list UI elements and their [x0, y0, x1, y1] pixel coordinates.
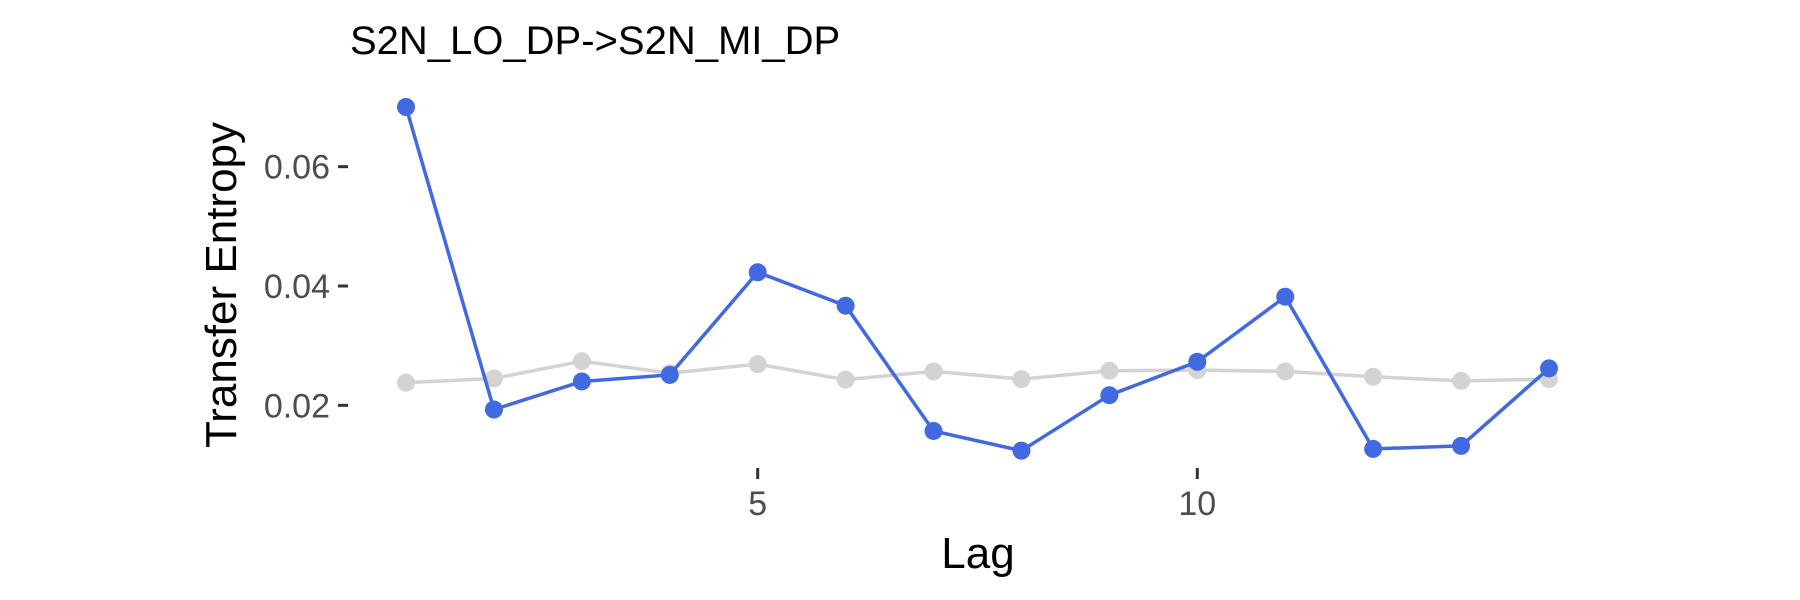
data-point	[1452, 371, 1471, 390]
data-point	[397, 98, 415, 116]
data-point	[572, 352, 591, 371]
y-tick-label: 0.02	[264, 387, 330, 425]
data-point	[748, 355, 767, 374]
data-point	[836, 370, 855, 389]
data-point	[748, 263, 767, 282]
data-point	[1012, 370, 1031, 389]
series-1	[397, 98, 1558, 460]
data-point	[1188, 352, 1207, 371]
y-axis: 0.02 0.04 0.06	[264, 149, 348, 425]
data-point	[1100, 361, 1119, 380]
series-line	[405, 359, 1550, 385]
x-axis: 5 10	[748, 468, 1216, 523]
data-point	[1364, 439, 1383, 458]
y-tick-label: 0.06	[264, 149, 330, 187]
data-point	[1452, 436, 1471, 455]
data-point	[924, 362, 943, 381]
data-point	[484, 400, 503, 419]
y-tick-label: 0.04	[264, 268, 330, 306]
data-point	[1276, 362, 1295, 381]
y-axis-title: Transfer Entropy	[197, 122, 246, 448]
data-point	[924, 421, 943, 440]
data-point	[1100, 386, 1119, 405]
x-axis-title: Lag	[941, 529, 1014, 578]
data-point	[836, 296, 855, 315]
data-point	[572, 372, 591, 391]
x-tick-label: 10	[1178, 485, 1216, 523]
data-point	[1364, 367, 1383, 386]
x-tick-label: 5	[748, 485, 767, 523]
data-point	[1012, 441, 1031, 460]
data-point	[397, 373, 415, 392]
series-layer	[397, 98, 1558, 460]
data-point	[660, 365, 679, 384]
chart-title: S2N_LO_DP->S2N_MI_DP	[350, 19, 840, 63]
data-point	[1540, 359, 1558, 378]
data-point	[484, 369, 503, 388]
data-point	[1276, 287, 1295, 306]
series-line	[404, 106, 1551, 453]
